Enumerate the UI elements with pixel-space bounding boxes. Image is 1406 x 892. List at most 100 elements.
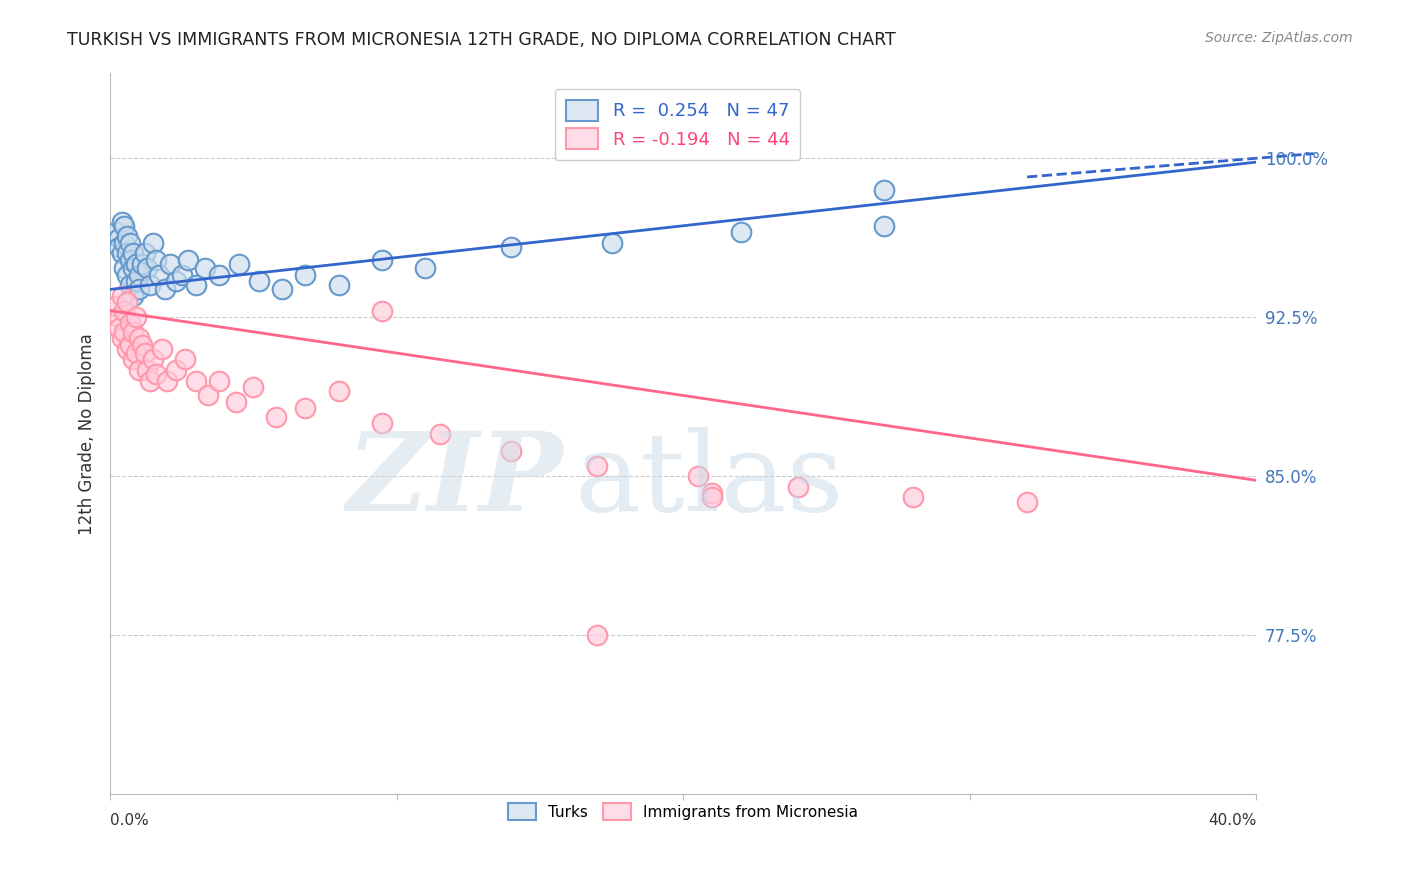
Point (111, 214, 134, 228)
Point (586, 458, 609, 473)
Point (786, 480, 808, 494)
Point (148, 268, 170, 282)
Point (131, 257, 153, 271)
Point (122, 246, 145, 260)
Point (125, 346, 148, 360)
Point (117, 342, 139, 356)
Point (901, 491, 924, 505)
Point (125, 274, 148, 288)
Text: atlas: atlas (575, 427, 844, 534)
Point (117, 229, 139, 244)
Point (173, 352, 195, 367)
Point (134, 246, 156, 260)
Point (142, 352, 165, 367)
Text: Source: ZipAtlas.com: Source: ZipAtlas.com (1205, 31, 1353, 45)
Point (117, 268, 139, 282)
Point (128, 331, 150, 345)
Point (104, 299, 127, 313)
Point (107, 231, 129, 245)
Y-axis label: 12th Grade, No Diploma: 12th Grade, No Diploma (79, 333, 96, 534)
Point (686, 469, 709, 483)
Point (501, 443, 523, 458)
Point (120, 252, 142, 267)
Point (120, 316, 142, 330)
Point (700, 486, 723, 500)
Point (128, 363, 150, 377)
Text: ZIP: ZIP (346, 427, 562, 534)
Point (873, 219, 896, 233)
Point (114, 219, 136, 233)
Point (271, 282, 294, 296)
Point (114, 235, 136, 250)
Point (131, 337, 153, 351)
Point (700, 491, 723, 505)
Point (429, 426, 451, 441)
Point (1017, 494, 1039, 508)
Point (247, 274, 270, 288)
Point (122, 261, 145, 276)
Legend: Turks, Immigrants from Micronesia: Turks, Immigrants from Micronesia (502, 797, 865, 826)
Point (104, 225, 127, 239)
Point (501, 240, 523, 254)
Point (225, 395, 247, 409)
Point (371, 416, 394, 430)
Point (117, 246, 139, 260)
Point (111, 331, 134, 345)
Point (107, 240, 129, 254)
Point (145, 252, 167, 267)
Point (145, 368, 167, 382)
Point (415, 261, 437, 276)
Point (150, 342, 173, 356)
Point (120, 337, 142, 351)
Point (170, 268, 193, 282)
Point (208, 268, 231, 282)
Point (266, 409, 288, 424)
Point (120, 278, 142, 293)
Point (128, 268, 150, 282)
Point (111, 246, 134, 260)
Point (873, 183, 896, 197)
Text: TURKISH VS IMMIGRANTS FROM MICRONESIA 12TH GRADE, NO DIPLOMA CORRELATION CHART: TURKISH VS IMMIGRANTS FROM MICRONESIA 12… (67, 31, 896, 49)
Point (136, 261, 159, 276)
Point (114, 303, 136, 318)
Point (184, 374, 207, 388)
Point (242, 380, 264, 394)
Point (328, 384, 350, 399)
Point (165, 363, 187, 377)
Point (122, 352, 145, 367)
Point (228, 257, 250, 271)
Point (730, 225, 752, 239)
Point (107, 320, 129, 334)
Text: 40.0%: 40.0% (1208, 813, 1257, 828)
Point (294, 268, 316, 282)
Point (371, 252, 394, 267)
Point (208, 374, 231, 388)
Point (128, 282, 150, 296)
Point (139, 374, 162, 388)
Point (114, 325, 136, 339)
Text: 0.0%: 0.0% (110, 813, 149, 828)
Point (120, 235, 142, 250)
Point (114, 261, 136, 276)
Point (371, 303, 394, 318)
Point (194, 261, 217, 276)
Point (139, 278, 162, 293)
Point (142, 235, 165, 250)
Point (117, 295, 139, 310)
Point (159, 257, 181, 271)
Point (176, 252, 198, 267)
Point (122, 325, 145, 339)
Point (156, 374, 179, 388)
Point (153, 282, 176, 296)
Point (136, 363, 159, 377)
Point (125, 310, 148, 324)
Point (122, 289, 145, 303)
Point (134, 346, 156, 360)
Point (294, 401, 316, 416)
Point (107, 310, 129, 324)
Point (600, 235, 623, 250)
Point (184, 278, 207, 293)
Point (328, 278, 350, 293)
Point (197, 388, 219, 402)
Point (586, 628, 609, 642)
